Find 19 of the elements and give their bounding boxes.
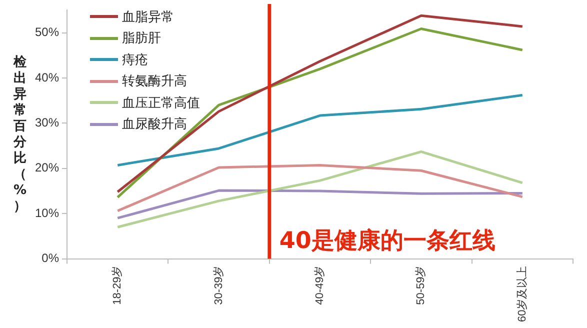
x-tick-label: 18-29岁 — [112, 266, 124, 305]
y-tick-label: 30% — [34, 115, 60, 130]
legend-label: 痔疮 — [122, 52, 148, 69]
legend-label: 血压正常高值 — [122, 94, 200, 112]
y-tick-label: 40% — [34, 70, 60, 84]
ref-line-label: 40是健康的一条红线 — [279, 226, 496, 254]
legend-label: 血尿酸升高 — [122, 116, 187, 134]
text: 检出异常百分比（%） — [13, 55, 27, 214]
y-tick-label: 10% — [34, 206, 60, 220]
y-tick-label: 50% — [34, 25, 60, 40]
y-tick-label: 0% — [42, 251, 60, 266]
x-tick-label: 60岁及以上 — [515, 266, 528, 322]
x-tick-label: 50-59岁 — [415, 266, 428, 305]
x-tick-label: 30-39岁 — [212, 266, 225, 305]
legend-label: 脂肪肝 — [122, 30, 161, 48]
x-tick-label: 40-49岁 — [314, 266, 326, 305]
legend-label: 血脂异常 — [122, 8, 174, 26]
y-tick-label: 20% — [34, 160, 60, 175]
legend-label: 转氨酶升高 — [122, 73, 187, 90]
